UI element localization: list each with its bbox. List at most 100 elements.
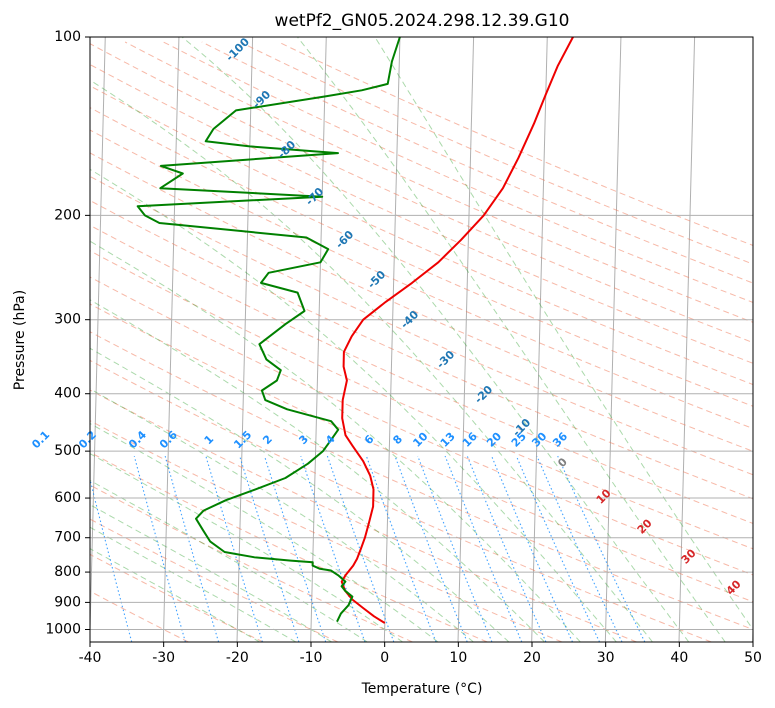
x-tick-label: 10 <box>449 650 467 666</box>
x-tick-label: 30 <box>597 650 615 666</box>
dry-adiabat-line <box>90 152 753 452</box>
x-tick-label: 40 <box>670 650 688 666</box>
moist-adiabat-line <box>90 422 439 642</box>
dry-adiabat-line <box>90 175 753 476</box>
dry-adiabat-line <box>90 250 753 550</box>
mixing-ratio-line <box>164 455 220 642</box>
y-tick-label: 1000 <box>45 622 81 638</box>
mixing-ratio-line <box>444 455 523 642</box>
dry-adiabat-line <box>90 276 753 576</box>
dry-adiabat-line <box>90 518 339 642</box>
mixing-ratio-label: 8 <box>390 432 405 447</box>
isotherm-label: -60 <box>333 228 356 251</box>
mixing-ratio-line <box>239 455 300 642</box>
x-tick-label: -30 <box>152 650 175 666</box>
moist-adiabat-line <box>90 240 581 642</box>
moist-adiabat-line <box>181 37 690 642</box>
mixing-ratio-line <box>205 455 263 642</box>
profile-lines <box>136 37 574 624</box>
mixing-ratio-label: 2 <box>260 432 275 447</box>
isotherm-line <box>383 37 401 642</box>
isotherm-line <box>531 37 548 642</box>
x-tick-label: -20 <box>226 650 249 666</box>
dry-adiabat-line <box>90 224 753 524</box>
y-tick-label: 300 <box>54 312 81 328</box>
mixing-ratio-line <box>394 455 468 642</box>
moist-adiabat-label: 10 <box>594 486 614 506</box>
y-axis-ticks: 100 200 300 400 500 600 700 800 900 1000 <box>45 29 90 638</box>
mixing-ratio-label: 0.4 <box>126 428 149 451</box>
isotherm-line <box>236 37 254 642</box>
mixing-ratio-line <box>536 455 623 642</box>
mixing-ratio-line <box>133 455 186 642</box>
moist-adiabat-line <box>90 299 545 642</box>
moist-adiabat-line <box>90 388 474 642</box>
moist-adiabat-line <box>374 37 753 631</box>
moist-adiabat-line <box>90 79 653 642</box>
moist-adiabat-line <box>90 548 261 642</box>
isotherm-line <box>752 610 753 642</box>
dry-adiabat-line <box>90 63 753 364</box>
moist-adiabat-label: 40 <box>724 577 744 597</box>
dry-adiabat-line <box>90 451 488 642</box>
isotherm-line <box>678 37 696 642</box>
y-tick-label: 200 <box>54 207 81 223</box>
dry-adiabat-line <box>90 199 753 500</box>
mixing-ratio-line <box>300 455 366 642</box>
isotherm-line <box>162 37 180 642</box>
y-tick-label: 600 <box>54 490 81 506</box>
dewpoint-profile-line <box>136 37 401 623</box>
x-tick-label: 0 <box>380 650 389 666</box>
dry-adiabat-line <box>90 484 413 642</box>
mixing-ratio-line <box>37 456 81 642</box>
chart-title: wetPf2_GN05.2024.298.12.39.G10 <box>275 11 570 31</box>
temperature-profile-line <box>340 37 574 624</box>
dry-adiabat-line <box>90 129 753 430</box>
dry-adiabat-line <box>90 359 712 642</box>
x-tick-label: -40 <box>79 650 102 666</box>
isotherm-label: -30 <box>434 348 457 371</box>
y-axis-label: Pressure (hPa) <box>12 290 28 390</box>
dry-adiabat-line <box>90 331 753 631</box>
x-tick-label: -10 <box>300 650 323 666</box>
isotherm-label: -40 <box>398 308 421 331</box>
mixing-ratio-line <box>417 455 493 642</box>
mixing-ratio-label: 0.1 <box>29 428 52 451</box>
dry-adiabat-line <box>90 389 637 642</box>
mixing-ratio-line <box>365 455 437 642</box>
dry-adiabat-line <box>90 303 753 603</box>
moist-adiabat-label: 0 <box>555 455 570 470</box>
isotherm-line <box>457 37 475 642</box>
isotherm-line <box>90 37 106 642</box>
y-tick-label: 400 <box>54 386 81 402</box>
moist-adiabat-label: 20 <box>635 516 655 536</box>
x-tick-label: 50 <box>744 650 762 666</box>
mixing-ratio-label: 0.6 <box>157 428 180 451</box>
mixing-ratio-line <box>557 455 646 642</box>
moist-adiabat-line <box>297 37 726 642</box>
x-axis-label: Temperature (°C) <box>361 681 483 697</box>
mixing-ratio-label: 1 <box>202 432 217 447</box>
mixing-ratio-line <box>515 455 601 642</box>
dry-adiabat-line <box>90 420 563 642</box>
plot-frame <box>89 36 754 643</box>
y-tick-label: 100 <box>54 29 81 45</box>
y-tick-label: 900 <box>54 594 81 610</box>
line-labels: -100-90-80-70-60-50-40-30-20-100.1 0.2 0.4… <box>29 35 744 598</box>
background-lines <box>37 37 753 642</box>
dry-adiabat-line <box>90 107 753 407</box>
mixing-ratio-label: 1.5 <box>231 428 254 451</box>
y-tick-label: 500 <box>54 443 81 459</box>
moist-adiabat-line <box>90 453 404 642</box>
isotherm-line <box>604 37 622 642</box>
moist-adiabat-line <box>90 479 368 642</box>
dry-adiabat-line <box>278 41 753 246</box>
y-tick-label: 700 <box>54 530 81 546</box>
moist-adiabat-line <box>90 347 510 642</box>
y-tick-label: 800 <box>54 564 81 580</box>
mixing-ratio-label: 6 <box>362 432 377 447</box>
mixing-ratio-line <box>263 455 327 642</box>
moist-adiabat-line <box>90 168 617 642</box>
isotherm-label: -50 <box>365 268 388 291</box>
